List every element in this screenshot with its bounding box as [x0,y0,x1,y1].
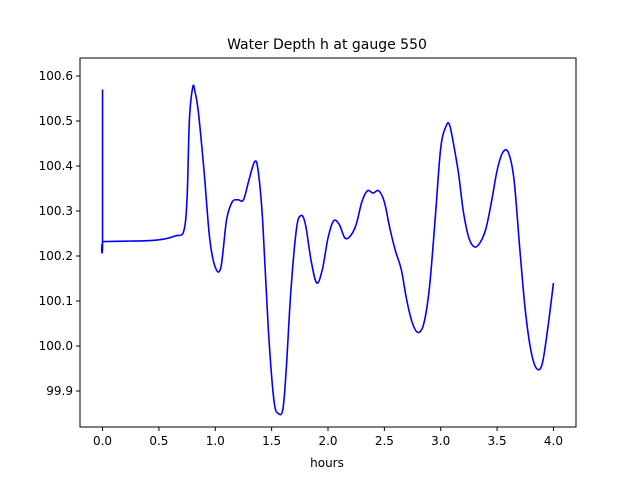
y-tick-label: 100.1 [39,294,73,308]
chart-title: Water Depth h at gauge 550 [227,37,427,53]
x-tick-label: 2.5 [375,434,394,448]
y-tick-label: 100.2 [39,249,73,263]
y-tick-label: 100.4 [39,159,73,173]
y-axis-ticks: 99.9 100.0 100.1 100.2 100.3 100.4 100.5 100.6 [39,69,80,398]
x-tick-label: 3.0 [431,434,450,448]
series-line [100,84,555,416]
y-tick-label: 100.6 [39,69,73,83]
x-tick-label: 3.5 [488,434,507,448]
x-tick-label: 0.0 [93,434,112,448]
x-tick-label: 2.0 [318,434,337,448]
y-tick-label: 99.9 [46,384,73,398]
x-tick-label: 0.5 [149,434,168,448]
x-axis-ticks: 0.0 0.5 1.0 1.5 2.0 2.5 3.0 3.5 4.0 [93,427,563,448]
x-tick-label: 4.0 [544,434,563,448]
x-tick-label: 1.0 [206,434,225,448]
y-tick-label: 100.5 [39,114,73,128]
y-tick-label: 100.3 [39,204,73,218]
x-axis-label: hours [310,456,344,470]
x-tick-label: 1.5 [262,434,281,448]
plot-frame [79,57,577,428]
y-tick-label: 100.0 [39,339,73,353]
series-layer [100,84,555,416]
